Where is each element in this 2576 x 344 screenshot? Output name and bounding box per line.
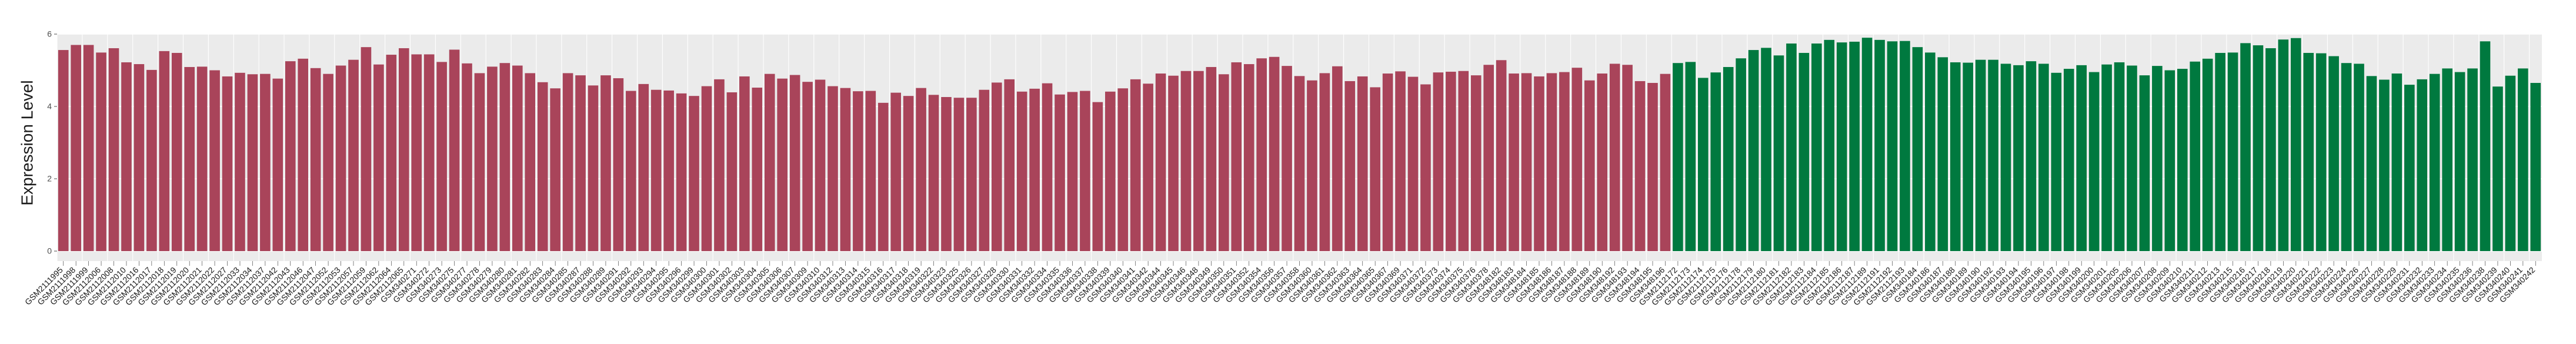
svg-text:4: 4 [47, 102, 52, 111]
svg-text:2: 2 [47, 174, 52, 183]
svg-text:0: 0 [47, 246, 52, 256]
svg-text:6: 6 [47, 29, 52, 39]
